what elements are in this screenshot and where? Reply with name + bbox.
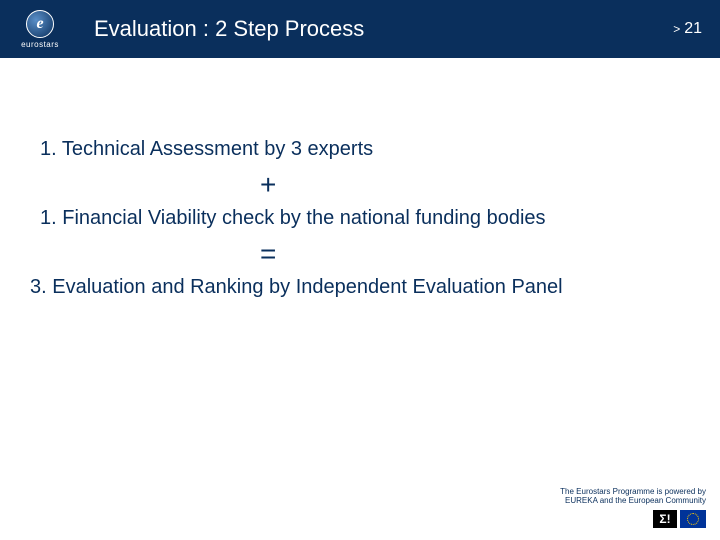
logo-label: eurostars <box>21 40 59 49</box>
header-bar: e eurostars Evaluation : 2 Step Process … <box>0 0 720 58</box>
page-number: >21 <box>673 20 702 38</box>
footer-attribution: The Eurostars Programme is powered by EU… <box>560 487 706 506</box>
footer-line-2: EUREKA and the European Community <box>560 496 706 506</box>
chevron-icon: > <box>673 22 680 36</box>
eu-flag-icon <box>680 510 706 528</box>
step-2-text: 1. Financial Viability check by the nati… <box>40 207 690 230</box>
logo-circle-icon: e <box>26 10 54 38</box>
equals-operator: = <box>260 238 690 270</box>
eurostars-logo: e eurostars <box>0 0 80 58</box>
footer: The Eurostars Programme is powered by EU… <box>560 487 706 528</box>
logo-letter: e <box>36 15 43 33</box>
footer-line-1: The Eurostars Programme is powered by <box>560 487 706 497</box>
page-number-value: 21 <box>684 20 702 37</box>
content-area: 1. Technical Assessment by 3 experts + 1… <box>0 58 720 299</box>
step-3-text: 3. Evaluation and Ranking by Independent… <box>30 276 690 299</box>
page-title: Evaluation : 2 Step Process <box>94 16 364 42</box>
step-1-text: 1. Technical Assessment by 3 experts <box>40 138 690 161</box>
footer-logos: Σ! <box>560 510 706 528</box>
plus-operator: + <box>260 169 690 201</box>
eureka-sigma-icon: Σ! <box>653 510 677 528</box>
eu-stars-icon <box>687 513 699 525</box>
